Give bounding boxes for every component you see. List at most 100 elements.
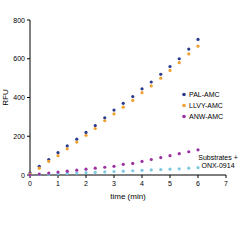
point: [94, 127, 97, 130]
point: [140, 87, 143, 90]
legend-marker: [182, 93, 186, 97]
x-tick-label: 4: [140, 180, 144, 187]
point: [131, 99, 134, 102]
point: [84, 134, 87, 137]
point: [38, 172, 41, 175]
point: [84, 171, 87, 174]
point: [103, 116, 106, 119]
y-tick-label: 400: [13, 94, 25, 101]
point: [122, 102, 125, 105]
legend-entry: LLVY-AMC: [189, 102, 223, 109]
point: [131, 169, 134, 172]
point: [187, 47, 190, 50]
point: [75, 138, 78, 141]
x-tick: [58, 175, 59, 178]
y-tick: [27, 136, 30, 137]
legend-entry: ANW-AMC: [189, 113, 223, 120]
point: [159, 156, 162, 159]
y-tick: [27, 97, 30, 98]
annotation-line: Substrates +: [198, 154, 238, 161]
x-tick-label: 7: [224, 180, 228, 187]
point: [150, 158, 153, 161]
y-tick-label: 200: [13, 133, 25, 140]
point: [75, 169, 78, 172]
point: [178, 152, 181, 155]
x-axis: [30, 175, 226, 176]
point: [187, 52, 190, 55]
point: [140, 169, 143, 172]
point: [122, 170, 125, 173]
point: [66, 144, 69, 147]
point: [28, 173, 31, 176]
point: [168, 65, 171, 68]
point: [47, 171, 50, 174]
point: [159, 77, 162, 80]
y-tick: [27, 20, 30, 21]
point: [94, 124, 97, 127]
legend-entry: PAL-AMC: [189, 91, 220, 98]
x-tick-label: 2: [84, 180, 88, 187]
legend-marker: [182, 104, 186, 108]
point: [168, 154, 171, 157]
point: [178, 57, 181, 60]
point: [94, 167, 97, 170]
point: [66, 170, 69, 173]
point: [103, 170, 106, 173]
point: [112, 170, 115, 173]
point: [168, 69, 171, 72]
point: [122, 106, 125, 109]
y-tick-label: 600: [13, 55, 25, 62]
x-tick-label: 0: [28, 180, 32, 187]
point: [187, 167, 190, 170]
point: [122, 163, 125, 166]
point: [178, 167, 181, 170]
point: [196, 38, 199, 41]
point: [150, 80, 153, 83]
point: [196, 45, 199, 48]
point: [66, 147, 69, 150]
x-tick-label: 6: [196, 180, 200, 187]
point: [103, 166, 106, 169]
point: [196, 166, 199, 169]
point: [56, 170, 59, 173]
x-axis-label: time (min): [110, 192, 146, 201]
x-tick: [142, 175, 143, 178]
x-tick: [86, 175, 87, 178]
point: [150, 168, 153, 171]
point: [75, 171, 78, 174]
x-tick-label: 3: [112, 180, 116, 187]
annotation: Substrates +ONX-0914: [198, 154, 238, 169]
point: [103, 119, 106, 122]
point: [28, 172, 31, 175]
point: [47, 160, 50, 163]
x-tick: [114, 175, 115, 178]
point: [178, 61, 181, 64]
point: [187, 150, 190, 153]
y-tick-label: 0: [21, 172, 25, 179]
point: [112, 112, 115, 115]
y-axis-label: RFU: [1, 89, 10, 106]
x-tick: [226, 175, 227, 178]
point: [75, 140, 78, 143]
point: [150, 84, 153, 87]
point: [84, 131, 87, 134]
point: [140, 160, 143, 163]
point: [56, 151, 59, 154]
point: [131, 162, 134, 165]
point: [112, 165, 115, 168]
legend-marker: [182, 115, 186, 119]
point: [159, 168, 162, 171]
x-tick-label: 5: [168, 180, 172, 187]
x-tick: [170, 175, 171, 178]
point: [131, 95, 134, 98]
y-tick: [27, 58, 30, 59]
point: [56, 154, 59, 157]
point: [112, 108, 115, 111]
point: [159, 73, 162, 76]
point: [94, 171, 97, 174]
x-tick-label: 1: [56, 180, 60, 187]
point: [84, 168, 87, 171]
point: [196, 148, 199, 151]
point: [38, 173, 41, 176]
x-tick: [198, 175, 199, 178]
